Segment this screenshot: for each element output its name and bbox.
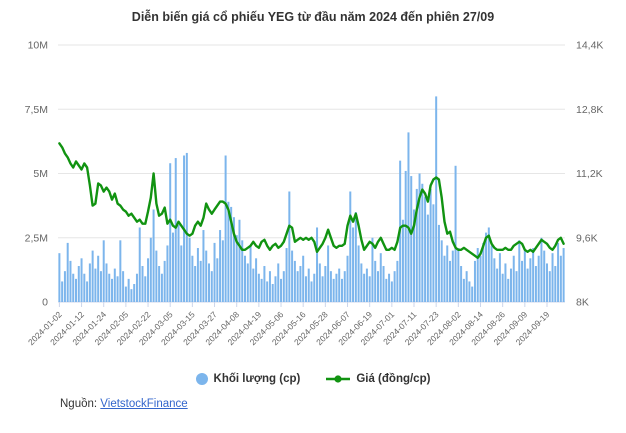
source-prefix: Nguồn: [60,398,98,410]
legend-item-volume[interactable]: Khối lượng (cp) [195,373,301,385]
volume-marker-icon [195,373,208,385]
legend-volume-label: Khối lượng (cp) [213,373,301,385]
svg-text:5M: 5M [33,168,48,180]
svg-text:11,2K: 11,2K [576,168,603,180]
source-line: Nguồn: VietstockFinance [60,398,188,410]
legend-price-label: Giá (đồng/cp) [356,373,431,385]
chart-title: Diễn biến giá cổ phiếu YEG từ đầu năm 20… [131,10,495,24]
svg-text:12,8K: 12,8K [576,104,603,116]
svg-text:0: 0 [42,297,48,309]
chart-legend: Khối lượng (cp) Giá (đồng/cp) [0,373,626,385]
source-link[interactable]: VietstockFinance [100,398,188,410]
svg-text:9,6K: 9,6K [576,232,598,244]
svg-text:2,5M: 2,5M [25,232,48,244]
svg-text:7,5M: 7,5M [25,104,48,116]
price-marker-icon [326,375,351,383]
svg-text:14,4K: 14,4K [576,40,603,52]
svg-text:8K: 8K [576,297,589,309]
svg-text:10M: 10M [28,40,48,52]
legend-item-price[interactable]: Giá (đồng/cp) [326,373,430,385]
